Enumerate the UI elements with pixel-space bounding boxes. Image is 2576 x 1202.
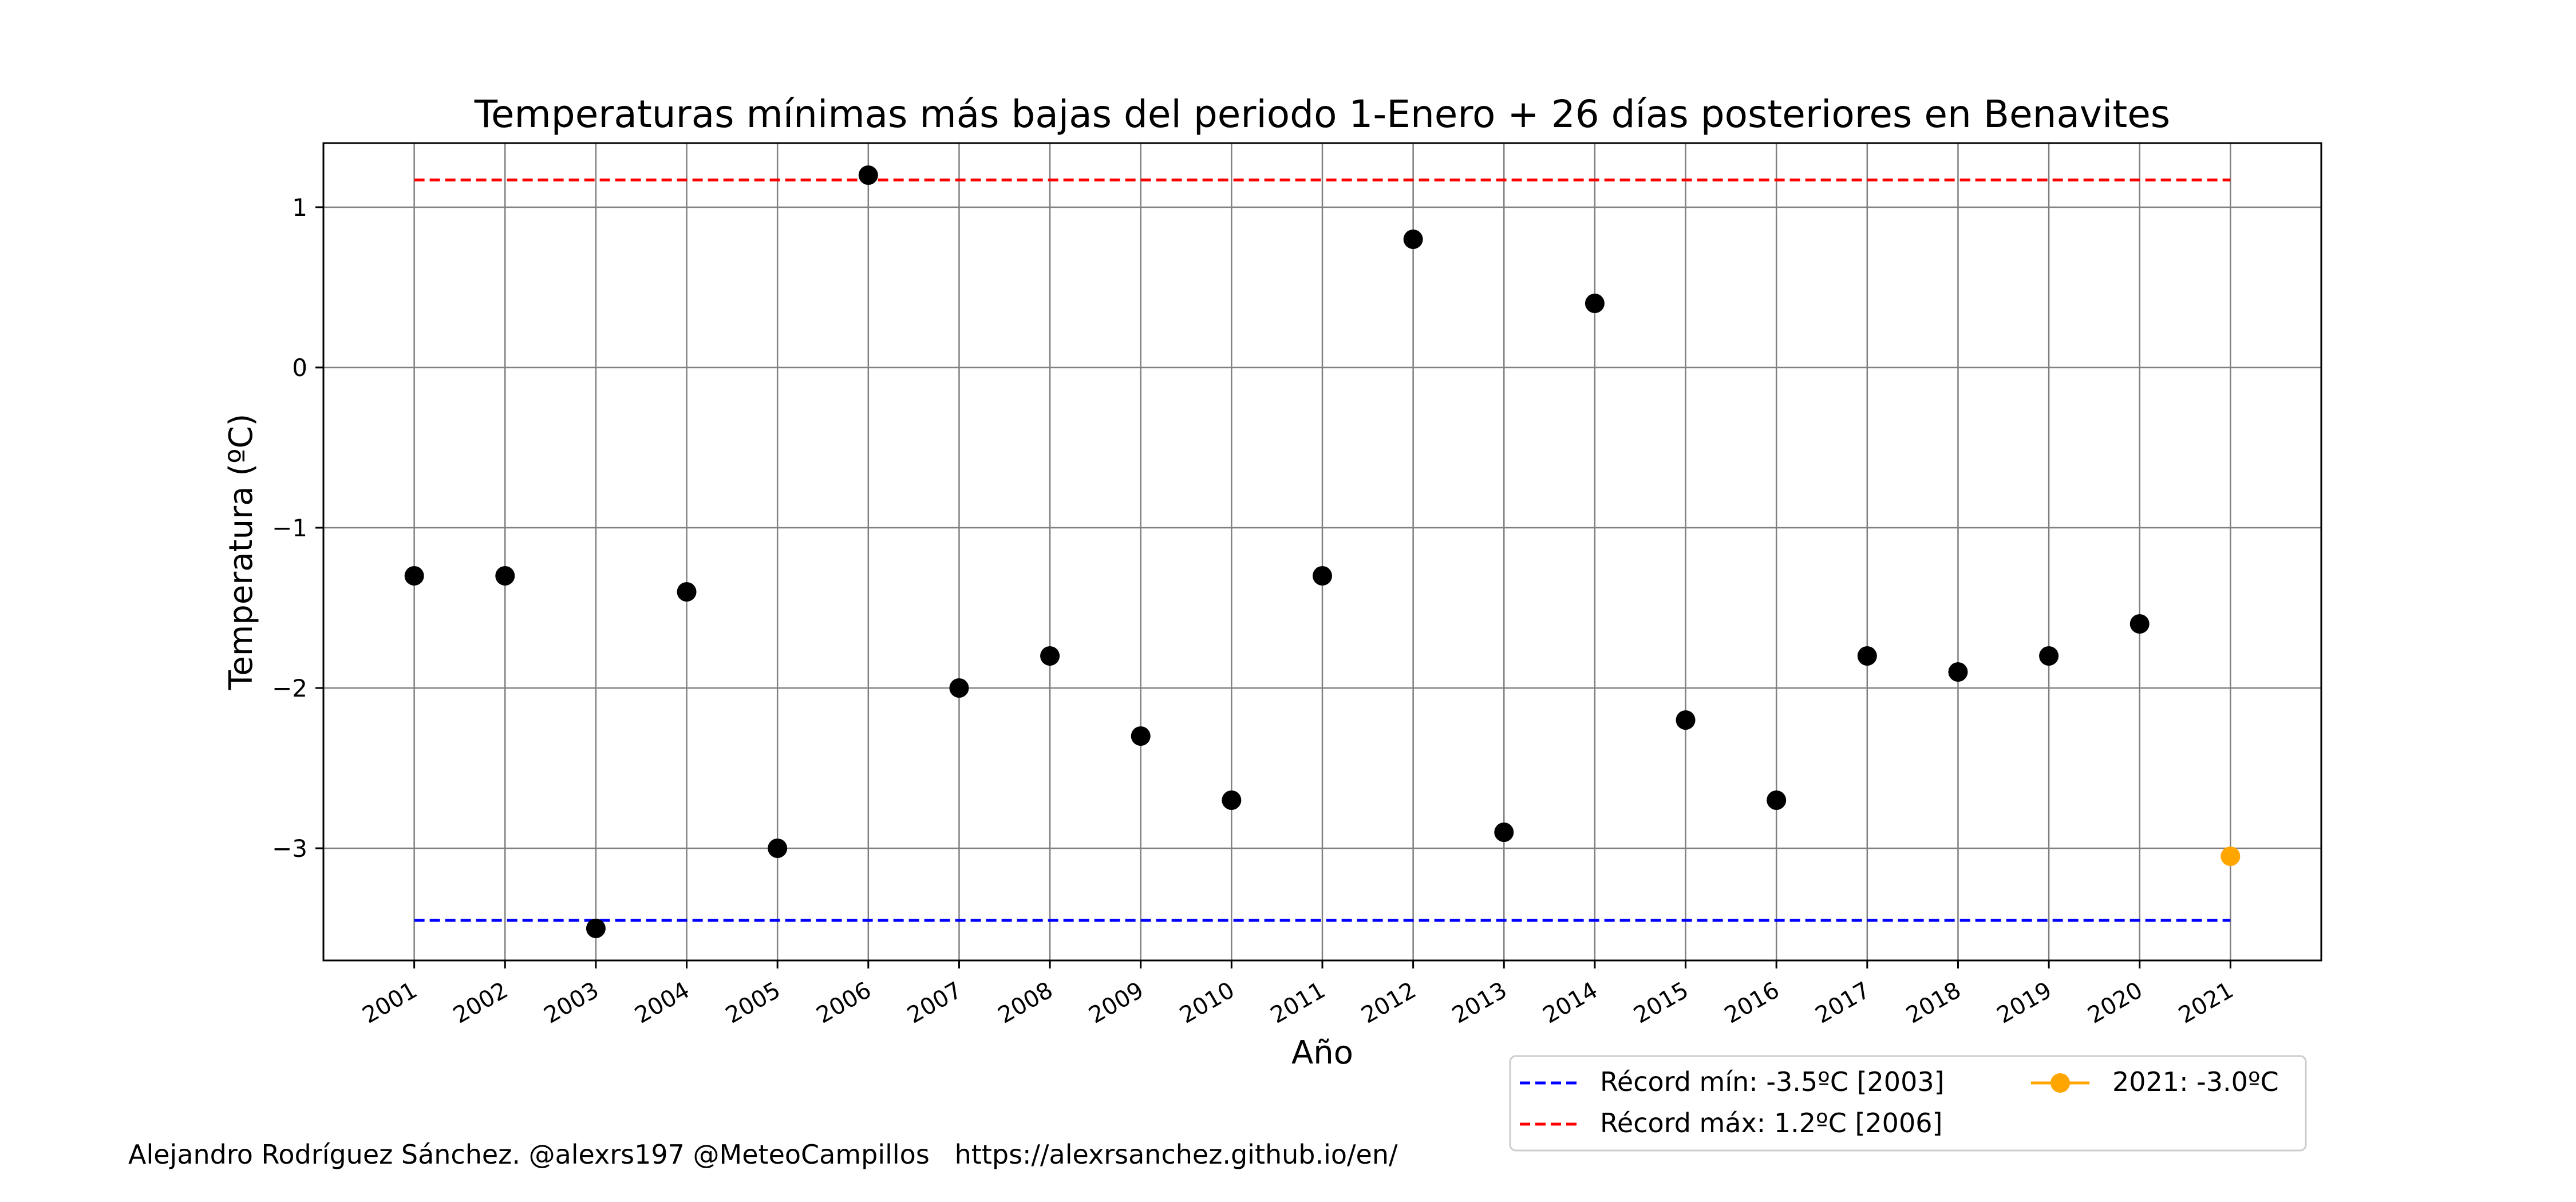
x-tick-label: 2011 bbox=[1266, 977, 1330, 1029]
x-tick-label: 2018 bbox=[1902, 977, 1965, 1029]
x-tick-label: 2021 bbox=[2174, 977, 2238, 1029]
x-axis-label: Año bbox=[1291, 1034, 1353, 1071]
data-point bbox=[1585, 294, 1605, 313]
data-point bbox=[1222, 790, 1242, 810]
x-tick-label: 2009 bbox=[1085, 977, 1148, 1029]
data-point bbox=[2129, 614, 2150, 634]
chart-title: Temperaturas mínimas más bajas del perio… bbox=[474, 92, 2170, 136]
x-tick-label: 2020 bbox=[2084, 977, 2147, 1029]
x-tick-label: 2017 bbox=[1811, 977, 1875, 1029]
x-tick-label: 2008 bbox=[994, 977, 1057, 1029]
data-point bbox=[495, 566, 515, 586]
legend-record-max-label: Récord máx: 1.2ºC [2006] bbox=[1600, 1108, 1942, 1138]
x-tick-label: 2002 bbox=[449, 977, 512, 1029]
x-tick-label: 2015 bbox=[1629, 977, 1693, 1029]
y-axis: −3 −2 −1 0 1 bbox=[272, 193, 323, 863]
legend-2021-swatch-marker bbox=[2050, 1073, 2070, 1093]
x-tick-label: 2013 bbox=[1448, 977, 1511, 1029]
data-point bbox=[1676, 710, 1696, 730]
data-point bbox=[404, 566, 424, 586]
legend-2021-label: 2021: -3.0ºC bbox=[2112, 1066, 2279, 1097]
y-tick-label: −1 bbox=[272, 514, 307, 542]
data-point bbox=[2039, 646, 2059, 666]
data-point bbox=[1494, 823, 1514, 842]
data-points bbox=[404, 165, 2241, 938]
data-point bbox=[1313, 566, 1332, 586]
data-point bbox=[858, 165, 878, 185]
legend: Récord mín: -3.5ºC [2003] Récord máx: 1.… bbox=[1509, 1055, 2307, 1152]
legend-record-min-label: Récord mín: -3.5ºC [2003] bbox=[1600, 1066, 1945, 1097]
data-point bbox=[586, 919, 606, 938]
data-point bbox=[1040, 646, 1060, 666]
x-tick-label: 2010 bbox=[1175, 977, 1239, 1029]
data-point bbox=[1403, 230, 1423, 249]
data-point bbox=[768, 839, 788, 858]
data-point bbox=[677, 582, 697, 602]
legend-box bbox=[1509, 1055, 2307, 1152]
y-axis-label: Temperatura (ºC) bbox=[223, 414, 260, 691]
grid bbox=[323, 143, 2321, 960]
y-tick-label: 0 bbox=[292, 354, 307, 382]
x-tick-label: 2016 bbox=[1720, 977, 1784, 1029]
data-point bbox=[1857, 646, 1877, 666]
x-tick-label: 2006 bbox=[812, 977, 876, 1029]
x-tick-label: 2004 bbox=[630, 977, 694, 1029]
x-axis: 2001 2002 2003 2004 2005 2006 2007 2008 2009 2010… bbox=[358, 960, 2238, 1029]
x-tick-label: 2019 bbox=[1993, 977, 2056, 1029]
x-tick-label: 2001 bbox=[358, 977, 421, 1029]
data-point bbox=[949, 678, 969, 698]
y-tick-label: −2 bbox=[272, 674, 307, 702]
x-tick-label: 2005 bbox=[721, 977, 785, 1029]
x-tick-label: 2003 bbox=[540, 977, 603, 1029]
data-point bbox=[1131, 726, 1151, 746]
footer-credit: Alejandro Rodríguez Sánchez. @alexrs197 … bbox=[128, 1139, 1398, 1170]
data-point bbox=[1948, 662, 1968, 682]
x-tick-label: 2012 bbox=[1357, 977, 1420, 1029]
data-point bbox=[1767, 790, 1787, 810]
y-tick-label: 1 bbox=[292, 193, 307, 222]
x-tick-label: 2007 bbox=[903, 977, 966, 1029]
data-point-2021 bbox=[2221, 847, 2241, 866]
reference-lines bbox=[414, 178, 2231, 922]
y-tick-label: −3 bbox=[272, 835, 307, 863]
x-tick-label: 2014 bbox=[1539, 977, 1602, 1029]
